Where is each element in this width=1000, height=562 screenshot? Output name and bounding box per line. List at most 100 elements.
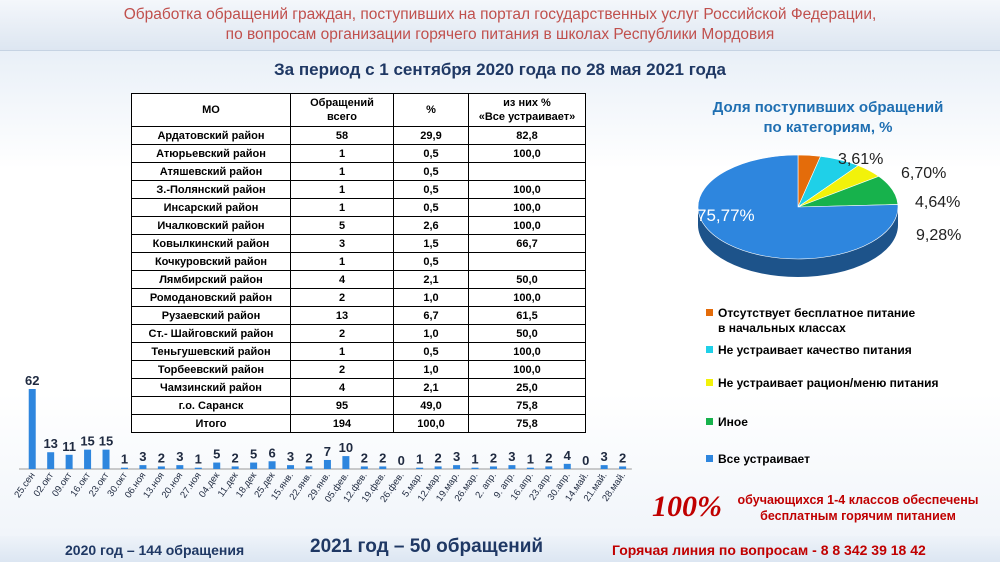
table-row: Ромодановский район 2 1,0 100,0 — [131, 288, 586, 307]
cell-total: 95 — [290, 396, 394, 415]
cell-satisfied: 100,0 — [468, 342, 586, 361]
cell-satisfied: 82,8 — [468, 126, 586, 145]
weekly-bar-chart: 6225.сен1302.окт1109.окт1516.окт1523.окт… — [12, 373, 632, 505]
cell-mo: Лямбирский район — [131, 270, 291, 289]
bar — [416, 467, 424, 469]
bar — [287, 465, 295, 469]
table-row: Атюрьевский район 1 0,5 100,0 — [131, 144, 586, 163]
col-header-satisfied: из них % «Все устраивает» — [468, 93, 586, 127]
table-row: Ардатовский район 58 29,9 82,8 — [131, 126, 586, 145]
table-row: Кочкуровский район 1 0,5 — [131, 252, 586, 271]
legend-label: Не устраивает качество питания — [718, 343, 912, 357]
bar-value-label: 1 — [527, 452, 534, 467]
cell-mo: З.-Полянский район — [131, 180, 291, 199]
cell-total: 5 — [290, 216, 394, 235]
table-row: Ст.- Шайговский район 2 1,0 50,0 — [131, 324, 586, 343]
pie-label-other: 9,28% — [916, 227, 962, 244]
cell-pct: 1,0 — [393, 288, 469, 307]
bar-value-label: 0 — [398, 453, 405, 468]
cell-total: 13 — [290, 306, 394, 325]
legend-swatch — [706, 455, 713, 462]
cell-satisfied: 50,0 — [468, 324, 586, 343]
cell-mo: Ардатовский район — [131, 126, 291, 145]
bar — [28, 389, 36, 469]
bar-value-label: 5 — [213, 447, 220, 462]
bar-value-label: 2 — [545, 450, 552, 465]
slide-header: Обработка обращений граждан, поступивших… — [0, 0, 1000, 51]
cell-mo: Кочкуровский район — [131, 252, 291, 271]
legend-label-line2: в начальных классах — [718, 321, 846, 335]
bar — [360, 466, 368, 469]
cell-total: 2 — [290, 324, 394, 343]
cell-satisfied: 100,0 — [468, 216, 586, 235]
bar-value-label: 2 — [379, 450, 386, 465]
cell-mo: Атюрьевский район — [131, 144, 291, 163]
header-line-1: Обработка обращений граждан, поступивших… — [123, 6, 877, 23]
bar-value-label: 4 — [564, 448, 572, 463]
bar-value-label: 1 — [121, 452, 128, 467]
bar-value-label: 3 — [287, 449, 294, 464]
bar-category-label: 25.сен — [12, 470, 37, 500]
legend-label: Не устраивает рацион/меню питания — [718, 376, 939, 390]
cell-mo: Чамзинский район — [131, 378, 291, 397]
cell-satisfied: 75,8 — [468, 414, 586, 433]
bar — [47, 452, 55, 469]
footer-bar — [0, 536, 1000, 562]
bar-value-label: 13 — [43, 436, 57, 451]
col-header-total: Обращений всего — [290, 93, 394, 127]
cell-satisfied — [468, 162, 586, 181]
cell-pct: 29,9 — [393, 126, 469, 145]
bar-value-label: 2 — [619, 450, 626, 465]
pie-chart-title: Доля поступивших обращений по категориям… — [668, 98, 988, 138]
legend-label: Все устраивает — [718, 452, 810, 466]
legend-swatch — [706, 379, 713, 386]
pie-slice-4 — [697, 154, 899, 260]
period-title: За период с 1 сентября 2020 года по 28 м… — [274, 60, 726, 79]
cell-mo: Торбеевский район — [131, 360, 291, 379]
bar-value-label: 1 — [416, 452, 423, 467]
cell-mo: Ромодановский район — [131, 288, 291, 307]
cell-pct: 0,5 — [393, 144, 469, 163]
footer-2020: 2020 год – 144 обращения — [65, 542, 245, 558]
table-row: Атяшевский район 1 0,5 — [131, 162, 586, 181]
bar-value-label: 1 — [195, 452, 202, 467]
bar-value-label: 0 — [582, 453, 589, 468]
cell-total: 1 — [290, 144, 394, 163]
bar — [323, 459, 331, 469]
bar — [194, 467, 202, 469]
bar — [563, 463, 571, 469]
cell-pct: 2,6 — [393, 216, 469, 235]
cell-pct: 100,0 — [393, 414, 469, 433]
cell-satisfied: 100,0 — [468, 198, 586, 217]
bar-value-label: 1 — [471, 452, 478, 467]
col-header-satisfied-line1: из них % — [503, 97, 551, 109]
bar — [508, 465, 516, 469]
bar — [139, 465, 147, 469]
bar-value-label: 10 — [339, 440, 353, 455]
bar-value-label: 6 — [268, 445, 275, 460]
bar-value-label: 5 — [250, 447, 257, 462]
bar — [231, 466, 239, 469]
cell-total: 1 — [290, 162, 394, 181]
bar — [84, 449, 92, 469]
bar — [471, 467, 479, 469]
bar — [434, 466, 442, 469]
bar-value-label: 7 — [324, 444, 331, 459]
cell-satisfied: 61,5 — [468, 306, 586, 325]
cell-pct: 6,7 — [393, 306, 469, 325]
bar — [250, 462, 258, 469]
bar — [176, 465, 184, 469]
cell-mo: Атяшевский район — [131, 162, 291, 181]
legend-label: Отсутствует бесплатное питание в начальны… — [718, 306, 915, 336]
bar-value-label: 15 — [80, 434, 94, 449]
table-row: З.-Полянский район 1 0,5 100,0 — [131, 180, 586, 199]
cell-satisfied: 100,0 — [468, 288, 586, 307]
bar — [342, 456, 350, 469]
pie-side — [698, 207, 898, 277]
cell-total: 1 — [290, 252, 394, 271]
cell-satisfied — [468, 252, 586, 271]
pie-label-menu: 4,64% — [915, 194, 961, 211]
table-row: Теньгушевский район 1 0,5 100,0 — [131, 342, 586, 361]
pie-title-line2: по категориям, % — [763, 119, 893, 136]
cell-pct: 0,5 — [393, 342, 469, 361]
